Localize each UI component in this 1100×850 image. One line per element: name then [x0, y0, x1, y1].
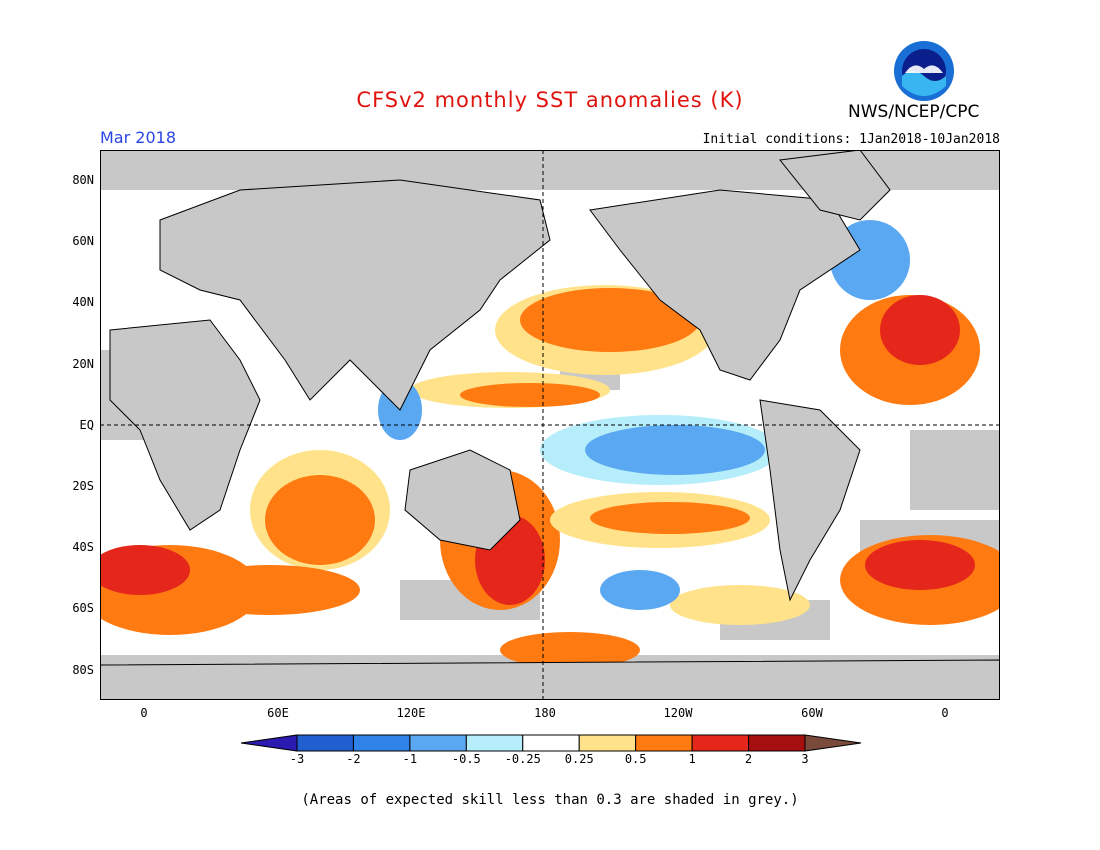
lat-label: 60N	[72, 234, 94, 248]
colorbar-segment	[296, 734, 354, 752]
colorbar-tick-label: 0.25	[564, 752, 594, 766]
lat-label: 20S	[72, 479, 94, 493]
lon-label: 180	[534, 706, 556, 720]
colorbar	[240, 734, 862, 752]
lon-label: 60W	[801, 706, 823, 720]
colorbar-segment	[748, 734, 806, 752]
lon-label: 0	[140, 706, 148, 720]
colorbar-tick-label: -1	[402, 752, 418, 766]
skill-footnote: (Areas of expected skill less than 0.3 a…	[301, 792, 799, 808]
colorbar-tick-label: -3	[289, 752, 305, 766]
colorbar-segment	[635, 734, 693, 752]
lon-label: 60E	[267, 706, 289, 720]
colorbar-tick-label: -0.5	[451, 752, 481, 766]
colorbar-tick-label: 0.5	[624, 752, 647, 766]
noaa-logo-icon	[894, 41, 954, 101]
colorbar-tick-label: 1	[688, 752, 696, 766]
colorbar-segment	[578, 734, 637, 752]
initial-conditions: Initial conditions: 1Jan2018-10Jan2018	[702, 132, 1000, 147]
colorbar-tick-label: 3	[801, 752, 809, 766]
continents	[100, 150, 1000, 700]
colorbar-tick-label: 2	[744, 752, 753, 766]
cool-anomalies	[378, 220, 910, 610]
colorbar-max-triangle	[804, 734, 862, 752]
lat-label: 60S	[72, 601, 94, 615]
lon-label: 0	[941, 706, 949, 720]
lat-label: 80S	[72, 663, 94, 677]
colorbar-segment	[409, 734, 467, 752]
forecast-month: Mar 2018	[100, 128, 176, 147]
colorbar-segment	[691, 734, 750, 752]
colorbar-segment	[522, 734, 580, 752]
lat-label: 40S	[72, 540, 94, 554]
agency-label: NWS/NCEP/CPC	[848, 102, 980, 122]
sst-anomaly-map	[100, 150, 1000, 700]
lon-label: 120E	[396, 706, 426, 720]
lat-label: 20N	[72, 357, 94, 371]
colorbar-tick-label: -2	[346, 752, 361, 766]
lat-label: EQ	[79, 418, 94, 432]
colorbar-tick-label: -0.25	[504, 752, 541, 766]
colorbar-segment	[352, 734, 411, 752]
colorbar-segment	[465, 734, 524, 752]
lon-label: 120W	[663, 706, 693, 720]
map-title: CFSv2 monthly SST anomalies (K)	[356, 88, 744, 112]
lat-label: 80N	[72, 173, 94, 187]
lat-label: 40N	[72, 295, 94, 309]
colorbar-min-triangle	[240, 734, 298, 752]
